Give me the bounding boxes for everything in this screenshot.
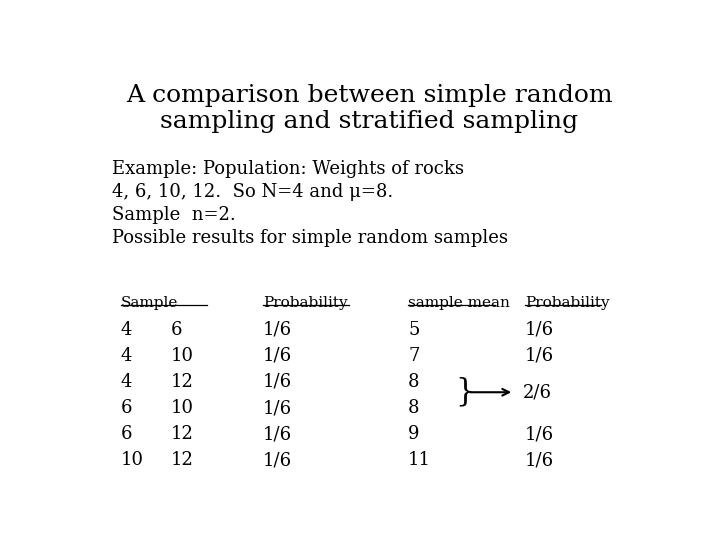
Text: 6: 6 [121, 426, 132, 443]
Text: 1/6: 1/6 [526, 451, 554, 469]
Text: Probability: Probability [526, 295, 610, 309]
Text: }: } [456, 377, 475, 408]
Text: 12: 12 [171, 451, 194, 469]
Text: A comparison between simple random
sampling and stratified sampling: A comparison between simple random sampl… [126, 84, 612, 133]
Text: 5: 5 [408, 321, 420, 339]
Text: 1/6: 1/6 [263, 399, 292, 417]
Text: Possible results for simple random samples: Possible results for simple random sampl… [112, 229, 508, 247]
Text: 10: 10 [171, 347, 194, 364]
Text: 11: 11 [408, 451, 431, 469]
Text: 6: 6 [121, 399, 132, 417]
Text: 8: 8 [408, 399, 420, 417]
Text: 12: 12 [171, 373, 194, 391]
Text: 1/6: 1/6 [263, 373, 292, 391]
Text: 1/6: 1/6 [263, 426, 292, 443]
Text: Sample  n=2.: Sample n=2. [112, 206, 236, 224]
Text: 4: 4 [121, 321, 132, 339]
Text: 1/6: 1/6 [526, 347, 554, 364]
Text: 4: 4 [121, 347, 132, 364]
Text: 1/6: 1/6 [263, 451, 292, 469]
Text: Example: Population: Weights of rocks: Example: Population: Weights of rocks [112, 160, 464, 178]
Text: 4, 6, 10, 12.  So N=4 and μ=8.: 4, 6, 10, 12. So N=4 and μ=8. [112, 183, 394, 201]
Text: 9: 9 [408, 426, 420, 443]
Text: sample mean: sample mean [408, 295, 510, 309]
Text: 10: 10 [121, 451, 144, 469]
Text: Probability: Probability [263, 295, 348, 309]
Text: 6: 6 [171, 321, 182, 339]
Text: 1/6: 1/6 [263, 347, 292, 364]
Text: 4: 4 [121, 373, 132, 391]
Text: 2/6: 2/6 [523, 383, 552, 401]
Text: 1/6: 1/6 [526, 321, 554, 339]
Text: 1/6: 1/6 [263, 321, 292, 339]
Text: 12: 12 [171, 426, 194, 443]
Text: 10: 10 [171, 399, 194, 417]
Text: Sample: Sample [121, 295, 178, 309]
Text: 8: 8 [408, 373, 420, 391]
Text: 1/6: 1/6 [526, 426, 554, 443]
Text: 7: 7 [408, 347, 420, 364]
